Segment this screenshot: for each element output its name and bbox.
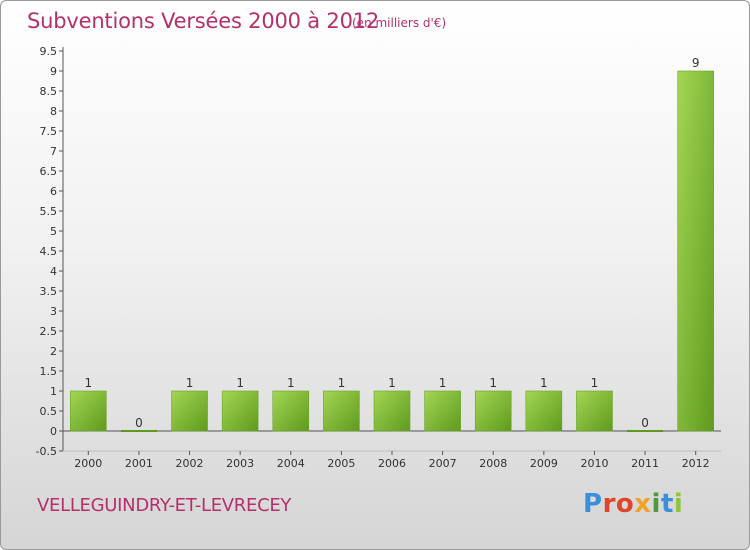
y-tick-label: 7.5: [40, 125, 58, 138]
y-tick-label: 3: [50, 305, 57, 318]
value-label-2012: 9: [692, 56, 700, 70]
x-tick-label-2009: 2009: [530, 457, 558, 470]
bar-2007: [424, 390, 461, 432]
value-label-2003: 1: [236, 376, 244, 390]
y-tick-label: 3.5: [40, 285, 58, 298]
value-label-2011: 0: [641, 416, 649, 430]
chart-bars: [70, 70, 714, 432]
x-tick-label-2012: 2012: [682, 457, 710, 470]
y-tick-label: 5: [50, 225, 57, 238]
y-tick-label: -0.5: [36, 445, 57, 458]
bar-2009: [525, 390, 563, 432]
y-tick-label: 9.5: [40, 45, 58, 58]
value-label-2000: 1: [84, 376, 92, 390]
bar-2000: [70, 390, 107, 432]
bar-2005: [323, 390, 360, 432]
y-tick-label: 9: [50, 65, 57, 78]
y-tick-label: 4: [50, 265, 57, 278]
x-tick-label-2008: 2008: [479, 457, 507, 470]
value-label-2001: 0: [135, 416, 143, 430]
y-tick-label: 2.5: [40, 325, 58, 338]
bar-2008: [474, 390, 512, 432]
chart-axes: -0.5 0 0.5 1 1.5 2 2.5 3 3.5 4 4.5 5 5.5 6 6.5 7 7.5 8 8.5…: [36, 45, 721, 458]
x-tick-label-2005: 2005: [327, 457, 355, 470]
bar-2004: [272, 390, 310, 432]
bar-2003: [221, 390, 259, 432]
x-tick-label-2000: 2000: [74, 457, 102, 470]
chart-subtitle: (en milliers d'€): [352, 16, 447, 30]
y-tick-label: 8: [50, 105, 57, 118]
y-tick-label: 0: [50, 425, 57, 438]
x-tick-label-2010: 2010: [580, 457, 608, 470]
y-tick-label: 1: [50, 385, 57, 398]
y-tick-label: 1.5: [40, 365, 58, 378]
x-tick-label-2004: 2004: [277, 457, 305, 470]
x-tick-label-2002: 2002: [176, 457, 204, 470]
y-tick-label: 4.5: [40, 245, 58, 258]
x-tick-label-2007: 2007: [429, 457, 457, 470]
chart-labels: 1 2000 0 2001 1 2002 1 2003 1 2004 1 2005 1 2006 1 2007…: [74, 56, 709, 470]
x-tick-label-2003: 2003: [226, 457, 254, 470]
value-label-2002: 1: [186, 376, 194, 390]
x-tick-label-2006: 2006: [378, 457, 406, 470]
value-label-2008: 1: [489, 376, 497, 390]
value-label-2010: 1: [591, 376, 599, 390]
x-tick-label-2011: 2011: [631, 457, 659, 470]
y-tick-label: 5.5: [40, 205, 58, 218]
value-label-2007: 1: [439, 376, 447, 390]
y-tick-label: 0.5: [40, 405, 58, 418]
bar-2006: [373, 390, 411, 432]
bar-2011: [627, 430, 664, 432]
y-tick-label: 7: [50, 145, 57, 158]
y-tick-label: 2: [50, 345, 57, 358]
y-tick-label: 6: [50, 185, 57, 198]
x-tick-label-2001: 2001: [125, 457, 153, 470]
y-tick-label: 8.5: [40, 85, 58, 98]
bar-2010: [576, 390, 613, 432]
y-tick-label: 6.5: [40, 165, 58, 178]
bar-2001: [120, 430, 157, 432]
bar-2002: [171, 390, 208, 432]
value-label-2009: 1: [540, 376, 548, 390]
chart-title: Subventions Versées 2000 à 2012: [27, 9, 380, 33]
value-label-2004: 1: [287, 376, 295, 390]
bar-2012: [677, 70, 714, 432]
commune-name: VELLEGUINDRY-ET-LEVRECEY: [37, 495, 292, 516]
value-label-2006: 1: [388, 376, 396, 390]
proxiti-logo: Proxiti: [583, 489, 684, 519]
value-label-2005: 1: [338, 376, 346, 390]
